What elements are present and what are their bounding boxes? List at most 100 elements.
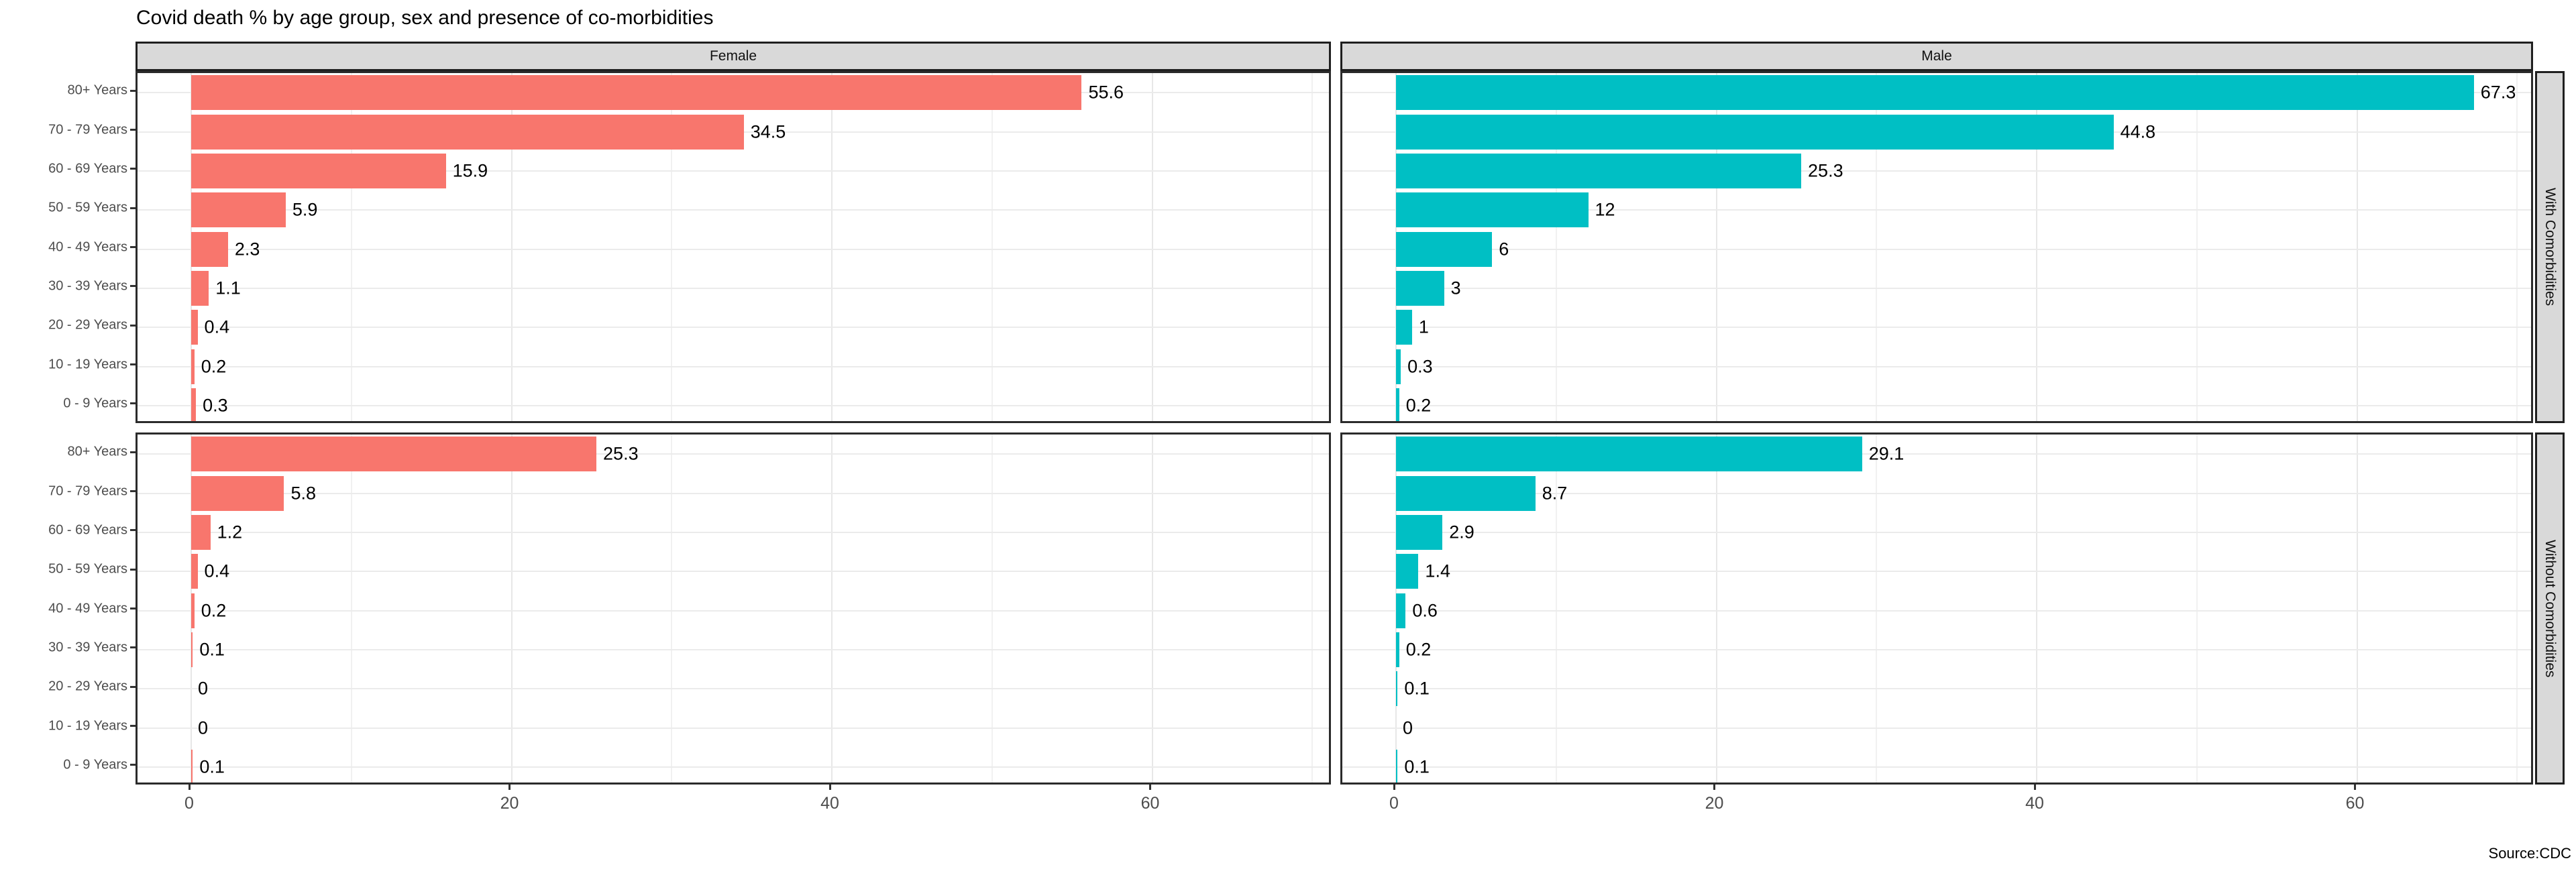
y-axis-label: 0 - 9 Years — [63, 757, 127, 772]
y-axis-tick — [130, 451, 136, 453]
x-axis-tick-label: 20 — [500, 794, 519, 813]
x-axis-tick-label: 0 — [1389, 794, 1399, 813]
y-axis-label: 20 - 29 Years — [48, 679, 127, 694]
gridline-vertical — [2036, 434, 2037, 783]
gridline-vertical — [1555, 434, 1557, 783]
bar-value-label: 0.2 — [1405, 395, 1432, 416]
y-axis-tick — [130, 764, 136, 766]
facet-strip-label: Female — [709, 48, 757, 64]
bar-value-label: 6 — [1499, 239, 1509, 259]
gridline-horizontal — [138, 766, 1329, 768]
panel-female-without-comorbidities: 25.3 5.8 1.2 0.4 0.2 0.1 0 0 0.1 — [136, 432, 1331, 785]
bar-60-69-years — [1396, 514, 1443, 550]
y-axis-tick — [130, 490, 136, 492]
bar-0-9-years — [1396, 749, 1398, 783]
bar-value-label: 0.6 — [1412, 600, 1438, 620]
gridline-horizontal — [138, 365, 1329, 367]
bar-value-label: 1 — [1418, 316, 1429, 337]
y-axis-label: 20 - 29 Years — [48, 317, 127, 333]
gridline-horizontal — [138, 688, 1329, 690]
gridline-horizontal — [138, 727, 1329, 729]
y-axis-tick — [130, 402, 136, 405]
bar-60-69-years — [191, 153, 446, 188]
facet-strip-label: With Comorbidities — [2542, 188, 2558, 306]
bar-40-49-years — [191, 593, 195, 628]
y-axis-label: 60 - 69 Years — [48, 522, 127, 538]
bar-value-label: 0.4 — [204, 316, 230, 337]
bar-value-label: 0 — [1403, 717, 1413, 738]
bar-10-19-years — [191, 349, 195, 384]
y-axis-tick — [130, 685, 136, 688]
y-axis-label: 30 - 39 Years — [48, 640, 127, 655]
gridline-horizontal — [1342, 404, 2531, 406]
gridline-horizontal — [1342, 688, 2531, 690]
bar-value-label: 44.8 — [2120, 121, 2156, 141]
x-axis-tick — [2354, 785, 2356, 790]
gridline-horizontal — [1342, 531, 2531, 533]
bar-value-label: 0.2 — [201, 600, 227, 620]
gridline-vertical — [1555, 73, 1557, 421]
gridline-vertical — [831, 73, 833, 421]
bar-value-label: 67.3 — [2480, 82, 2516, 103]
y-axis-label: 50 - 59 Years — [48, 200, 127, 215]
panel-male-without-comorbidities: 29.1 8.7 2.9 1.4 0.6 0.2 0.1 0 0.1 — [1340, 432, 2533, 785]
gridline-vertical — [350, 73, 352, 421]
y-axis-tick — [130, 646, 136, 649]
gridline-vertical — [1876, 434, 1878, 783]
y-axis-label: 60 - 69 Years — [48, 161, 127, 176]
gridline-vertical — [1876, 73, 1878, 421]
y-axis-tick — [130, 725, 136, 727]
gridline-horizontal — [138, 571, 1329, 573]
bar-value-label: 2.3 — [234, 239, 260, 259]
bar-50-59-years — [1396, 192, 1589, 228]
x-axis-tick-label: 60 — [1140, 794, 1160, 813]
bar-value-label: 15.9 — [452, 160, 488, 181]
bar-30-39-years — [191, 270, 209, 306]
gridline-horizontal — [1342, 287, 2531, 289]
bar-value-label: 0.4 — [204, 561, 230, 581]
x-axis-tick — [828, 785, 831, 790]
y-axis-label: 10 - 19 Years — [48, 718, 127, 733]
bar-30-39-years — [1396, 632, 1399, 667]
gridline-vertical — [991, 434, 993, 783]
gridline-vertical — [2196, 434, 2198, 783]
gridline-horizontal — [1342, 610, 2531, 612]
bar-value-label: 1.2 — [217, 522, 243, 542]
bar-30-39-years — [191, 632, 193, 667]
y-axis-label: 40 - 49 Years — [48, 601, 127, 616]
gridline-horizontal — [138, 287, 1329, 289]
x-axis-tick-label: 60 — [2345, 794, 2365, 813]
facet-strip-label: Without Comorbidities — [2542, 539, 2558, 678]
bar-value-label: 25.3 — [603, 443, 639, 464]
x-axis-tick — [188, 785, 191, 790]
facet-strip-female: Female — [136, 42, 1331, 71]
gridline-vertical — [2516, 434, 2518, 783]
gridline-vertical — [1715, 434, 1717, 783]
y-axis-label: 80+ Years — [67, 444, 127, 459]
bar-60-69-years — [1396, 153, 1802, 188]
facet-strip-male: Male — [1340, 42, 2533, 71]
bar-value-label: 0.2 — [1405, 639, 1432, 660]
bar-value-label: 0.3 — [203, 395, 228, 416]
bar-0-9-years — [1396, 388, 1399, 421]
gridline-vertical — [831, 434, 833, 783]
panel-female-with-comorbidities: 55.6 34.5 15.9 5.9 2.3 1.1 0.4 0.2 0.3 — [136, 71, 1331, 423]
source-caption: Source:CDC — [2488, 845, 2571, 862]
bar-value-label: 0 — [198, 678, 209, 699]
y-axis-tick — [130, 207, 136, 209]
y-axis-label: 80+ Years — [67, 82, 127, 98]
y-axis-label: 70 - 79 Years — [48, 122, 127, 137]
y-axis-tick — [130, 129, 136, 131]
facet-strip-without-comorbidities: Without Comorbidities — [2535, 432, 2565, 785]
bar-50-59-years — [1396, 554, 1419, 589]
bar-50-59-years — [191, 554, 198, 589]
gridline-horizontal — [1342, 727, 2531, 729]
bar-70-79-years — [191, 475, 284, 511]
x-axis-tick — [2033, 785, 2036, 790]
gridline-horizontal — [1342, 209, 2531, 211]
bar-80-years — [1396, 75, 2474, 111]
y-axis-label: 30 - 39 Years — [48, 278, 127, 294]
x-axis-tick — [1393, 785, 1395, 790]
bar-value-label: 2.9 — [1449, 522, 1474, 542]
gridline-horizontal — [1342, 492, 2531, 494]
